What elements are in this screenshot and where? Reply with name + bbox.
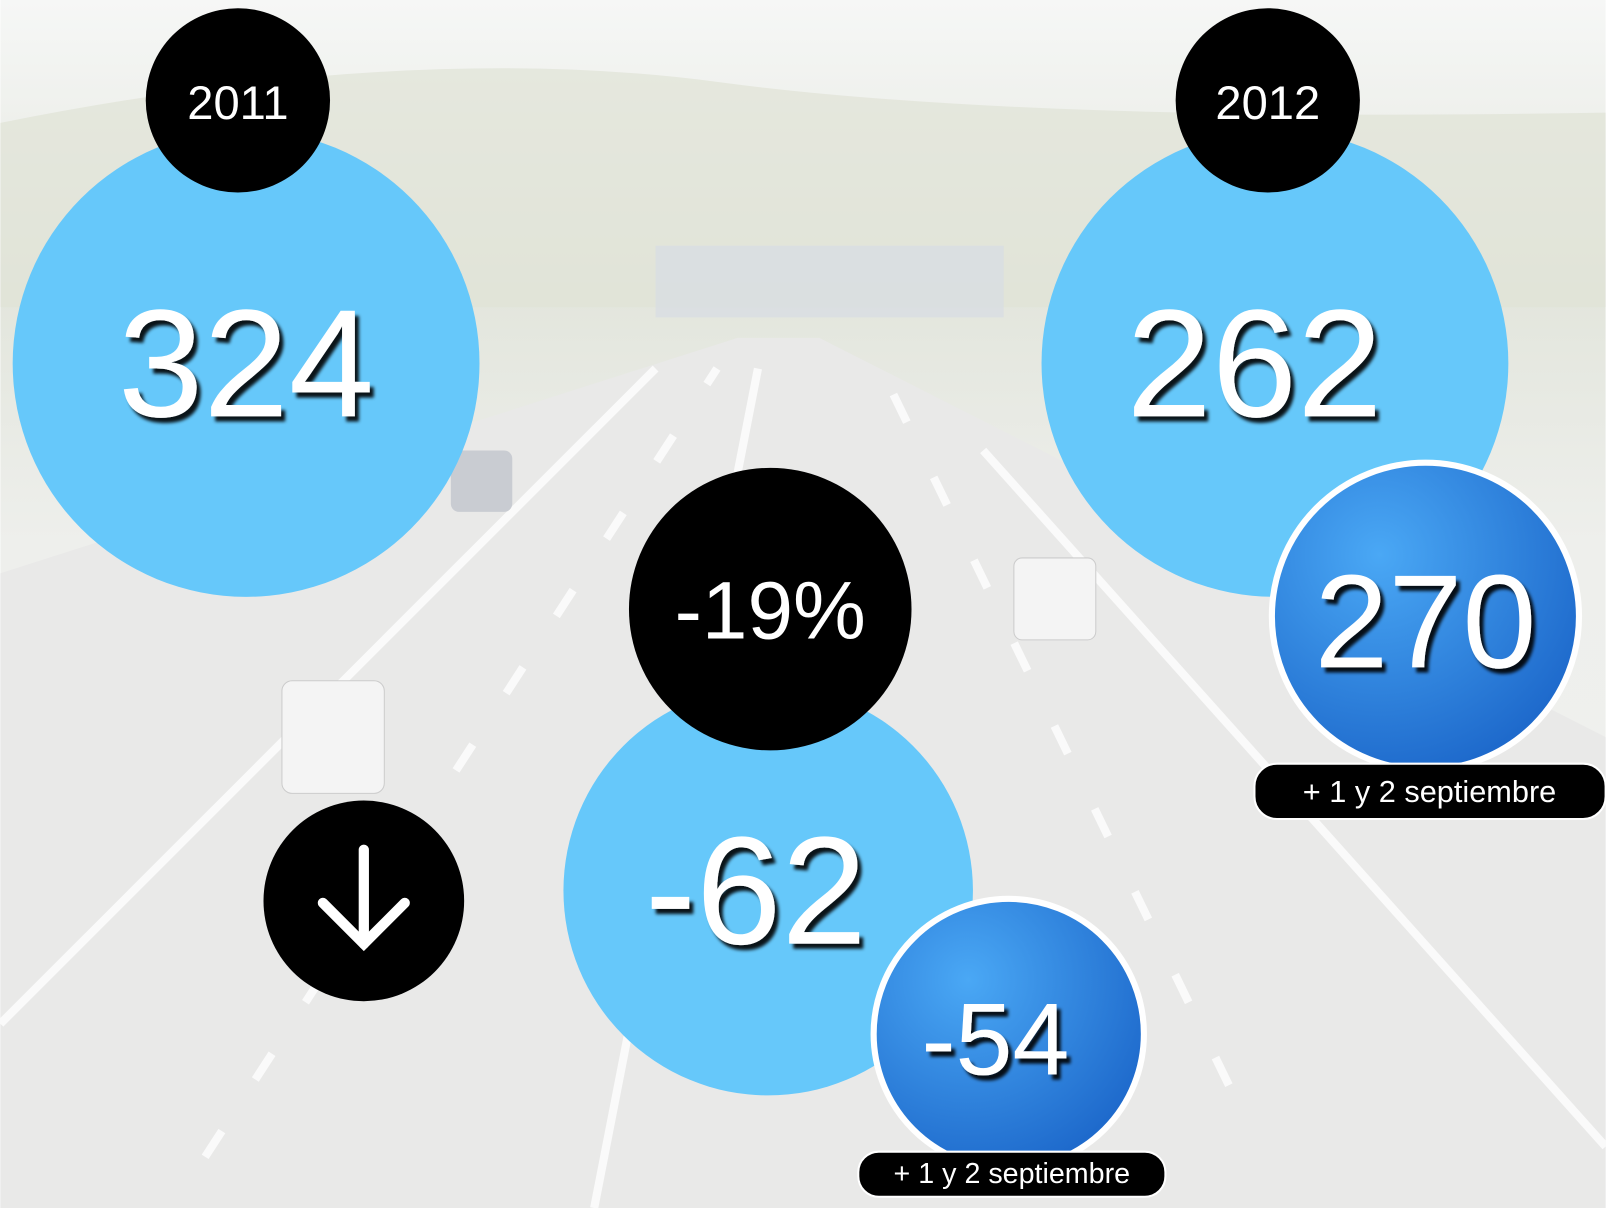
note: + 1 y 2 septiembre (1303, 774, 1556, 809)
extra-value: 270 (1314, 548, 1536, 696)
year: 2011 (187, 76, 288, 129)
value: 262 (1126, 277, 1382, 449)
year: 2012 (1215, 76, 1320, 129)
infographic: 324 2011 262 2012 270 + 1 y 2 septiembre… (0, 0, 1606, 1208)
page: 324 2011 262 2012 270 + 1 y 2 septiembre… (0, 0, 1606, 1208)
change-value: -62 (645, 805, 867, 977)
percent: -19% (675, 566, 866, 657)
extra-value: -54 (921, 982, 1069, 1097)
note: + 1 y 2 septiembre (894, 1158, 1131, 1190)
value: 324 (118, 277, 374, 449)
